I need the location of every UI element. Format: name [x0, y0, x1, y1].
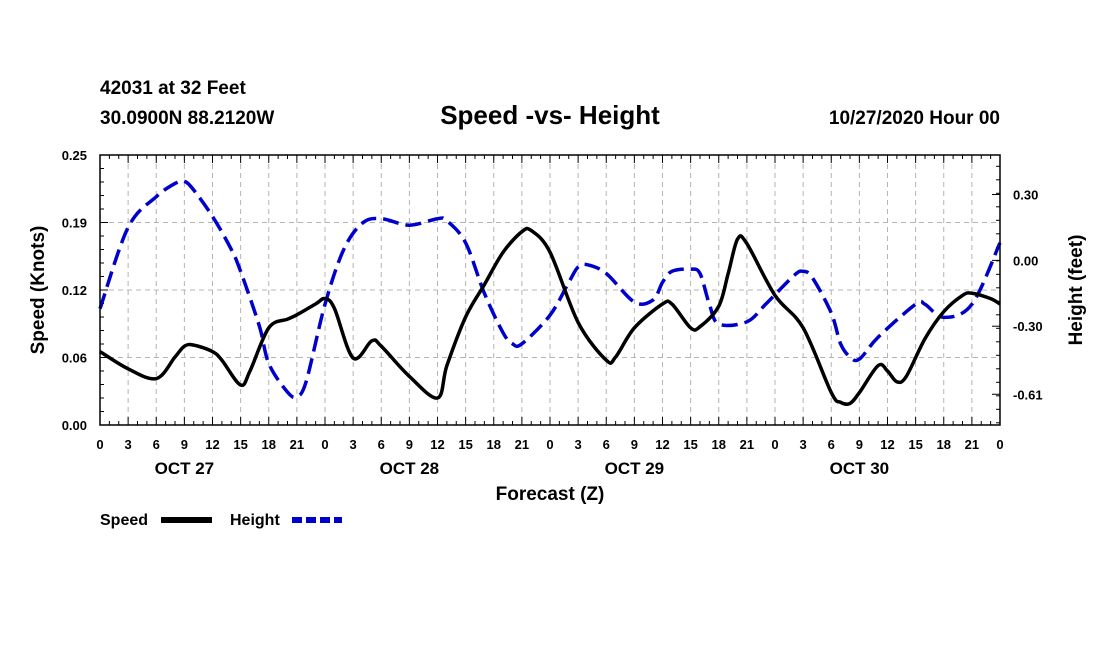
x-axis-title: Forecast (Z): [496, 484, 605, 505]
y-tick-label: 0.25: [62, 148, 87, 163]
y-tick-label: 0.19: [62, 216, 87, 231]
series-lines: [98, 179, 1002, 406]
x-tick-label: 3: [800, 437, 807, 452]
x-tick-label: 0: [321, 437, 328, 452]
day-label: OCT 27: [155, 459, 215, 478]
series-speed-line: [99, 226, 1001, 406]
x-tick-label: 15: [908, 437, 922, 452]
legend-height-label: Height: [230, 512, 280, 529]
y2-tick-label: -0.30: [1013, 319, 1043, 334]
x-tick-label: 0: [546, 437, 553, 452]
x-tick-label: 21: [290, 437, 304, 452]
location-label: 30.0900N 88.2120W: [100, 108, 274, 129]
x-tick-label: 21: [740, 437, 754, 452]
x-tick-label: 9: [631, 437, 638, 452]
x-tick-label: 15: [683, 437, 697, 452]
x-tick-label: 18: [712, 437, 726, 452]
x-tick-label: 3: [125, 437, 132, 452]
x-tick-label: 21: [965, 437, 979, 452]
datetime-label: 10/27/2020 Hour 00: [829, 108, 1000, 129]
y-tick-label: 0.00: [62, 418, 87, 433]
x-tick-label: 0: [96, 437, 103, 452]
grid-lines: [100, 155, 1000, 425]
series-height-line: [98, 179, 1002, 400]
y2-axis-title: Height (feet): [1066, 235, 1087, 346]
x-tick-label: 12: [655, 437, 669, 452]
x-tick-label: 18: [937, 437, 951, 452]
day-label: OCT 28: [380, 459, 440, 478]
x-tick-label: 3: [575, 437, 582, 452]
x-tick-label: 0: [771, 437, 778, 452]
day-label: OCT 30: [830, 459, 890, 478]
y2-tick-label: 0.00: [1013, 253, 1038, 268]
x-tick-label: 12: [205, 437, 219, 452]
x-tick-label: 12: [430, 437, 444, 452]
day-label: OCT 29: [605, 459, 665, 478]
y2-tick-label: -0.61: [1013, 387, 1043, 402]
x-tick-label: 6: [153, 437, 160, 452]
y2-tick-label: 0.30: [1013, 188, 1038, 203]
x-tick-label: 3: [350, 437, 357, 452]
legend: Speed Height: [100, 512, 342, 529]
x-tick-label: 0: [996, 437, 1003, 452]
plot-frame: [99, 154, 1001, 426]
x-tick-label: 9: [856, 437, 863, 452]
x-tick-label: 15: [458, 437, 472, 452]
x-tick-label: 18: [487, 437, 501, 452]
axis-labels: 0 3 6 9 12 15 18 21 0 3 6 9 12 15 18 21 0 3 6 9 12 15 18 21 0 3 6 9…: [62, 148, 1043, 478]
y-tick-label: 0.12: [62, 283, 87, 298]
x-tick-label: 6: [378, 437, 385, 452]
x-tick-label: 12: [880, 437, 894, 452]
y-tick-label: 0.06: [62, 351, 87, 366]
x-tick-label: 6: [603, 437, 610, 452]
x-tick-label: 9: [181, 437, 188, 452]
y-axis-title: Speed (Knots): [28, 226, 49, 355]
station-label: 42031 at 32 Feet: [100, 78, 246, 99]
x-tick-label: 9: [406, 437, 413, 452]
x-tick-label: 18: [262, 437, 276, 452]
legend-speed-label: Speed: [100, 512, 148, 529]
chart-title: Speed -vs- Height: [440, 100, 660, 130]
x-tick-label: 15: [233, 437, 247, 452]
x-tick-label: 6: [828, 437, 835, 452]
x-tick-label: 21: [515, 437, 529, 452]
